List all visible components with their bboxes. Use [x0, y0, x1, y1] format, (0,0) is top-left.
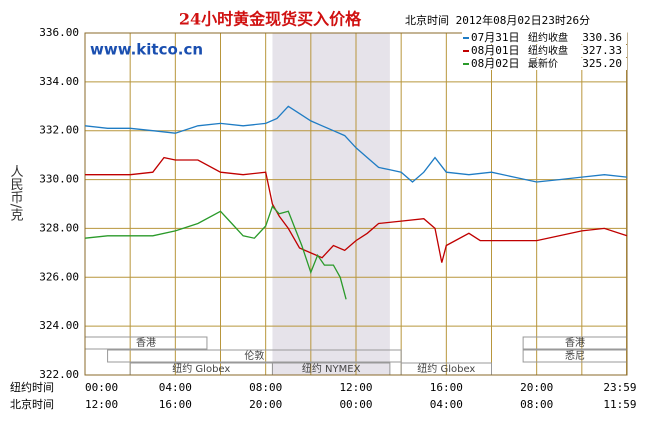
session-label: 伦敦	[244, 349, 264, 362]
watermark: www.kitco.cn	[90, 41, 203, 59]
session-label: 悉尼	[565, 350, 585, 362]
x-tick-label: 20:00	[520, 381, 553, 394]
series-line	[85, 156, 628, 263]
session-label: 香港	[136, 337, 156, 349]
x-tick-label: 20:00	[249, 398, 282, 411]
legend-bg	[462, 58, 627, 70]
legend-note: 纽约收盘	[528, 31, 568, 44]
y-tick-label: 322.00	[39, 368, 79, 381]
plot-border	[84, 32, 628, 376]
y-tick-label: 336.00	[39, 26, 79, 39]
x-tick-label: 23:59	[603, 381, 636, 394]
series-line	[84, 105, 628, 183]
y-tick-label: 326.00	[39, 270, 79, 283]
legend-bg	[462, 45, 627, 57]
session-label: 纽约 Globex	[417, 362, 475, 375]
legend-close: 327.33	[582, 44, 622, 57]
legend-name: 08月01日	[471, 44, 520, 57]
legend-close: 325.20	[582, 57, 622, 70]
x-tick-label: 00:00	[85, 381, 118, 394]
session-label: 纽约 NYMEX	[302, 362, 361, 375]
session-label: 香港	[565, 337, 585, 349]
y-tick-label: 330.00	[39, 173, 79, 186]
x-row-label: 纽约时间	[10, 380, 54, 394]
x-row-label: 北京时间	[10, 397, 54, 411]
x-tick-label: 08:00	[249, 381, 282, 394]
legend-note: 纽约收盘	[528, 44, 568, 57]
legend-note: 最新价	[528, 57, 558, 70]
x-tick-label: 04:00	[159, 381, 192, 394]
chart-title: 24小时黄金现货买入价格	[179, 10, 362, 29]
x-tick-label: 00:00	[339, 398, 372, 411]
session-label: 纽约 Globex	[172, 362, 230, 375]
session-shade	[272, 33, 390, 375]
legend-bg	[462, 32, 627, 44]
x-tick-label: 16:00	[159, 398, 192, 411]
x-tick-label: 04:00	[430, 398, 463, 411]
y-tick-label: 334.00	[39, 75, 79, 88]
x-tick-label: 11:59	[603, 398, 636, 411]
x-tick-label: 08:00	[520, 398, 553, 411]
legend-name: 08月02日	[471, 57, 520, 70]
series-line	[84, 205, 347, 300]
session-bar	[107, 349, 402, 363]
x-tick-label: 12:00	[85, 398, 118, 411]
y-tick-label: 332.00	[39, 124, 79, 137]
timestamp: 北京时间 2012年08月02日23时26分	[405, 13, 590, 27]
y-tick-label: 328.00	[39, 221, 79, 234]
y-axis-label: 人民币/克	[8, 165, 24, 223]
legend-close: 330.36	[582, 31, 622, 44]
x-tick-label: 16:00	[430, 381, 463, 394]
legend-name: 07月31日	[471, 31, 520, 44]
x-tick-label: 12:00	[339, 381, 372, 394]
y-tick-label: 324.00	[39, 319, 79, 332]
